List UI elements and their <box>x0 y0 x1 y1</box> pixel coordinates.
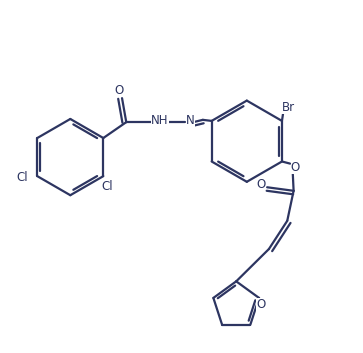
Text: Br: Br <box>281 101 294 114</box>
Text: O: O <box>291 161 300 174</box>
Text: Cl: Cl <box>16 172 28 184</box>
Text: O: O <box>115 84 124 97</box>
Text: O: O <box>256 298 265 311</box>
Text: N: N <box>186 114 195 127</box>
Text: Cl: Cl <box>101 180 113 193</box>
Text: O: O <box>256 178 265 191</box>
Text: NH: NH <box>151 114 168 127</box>
